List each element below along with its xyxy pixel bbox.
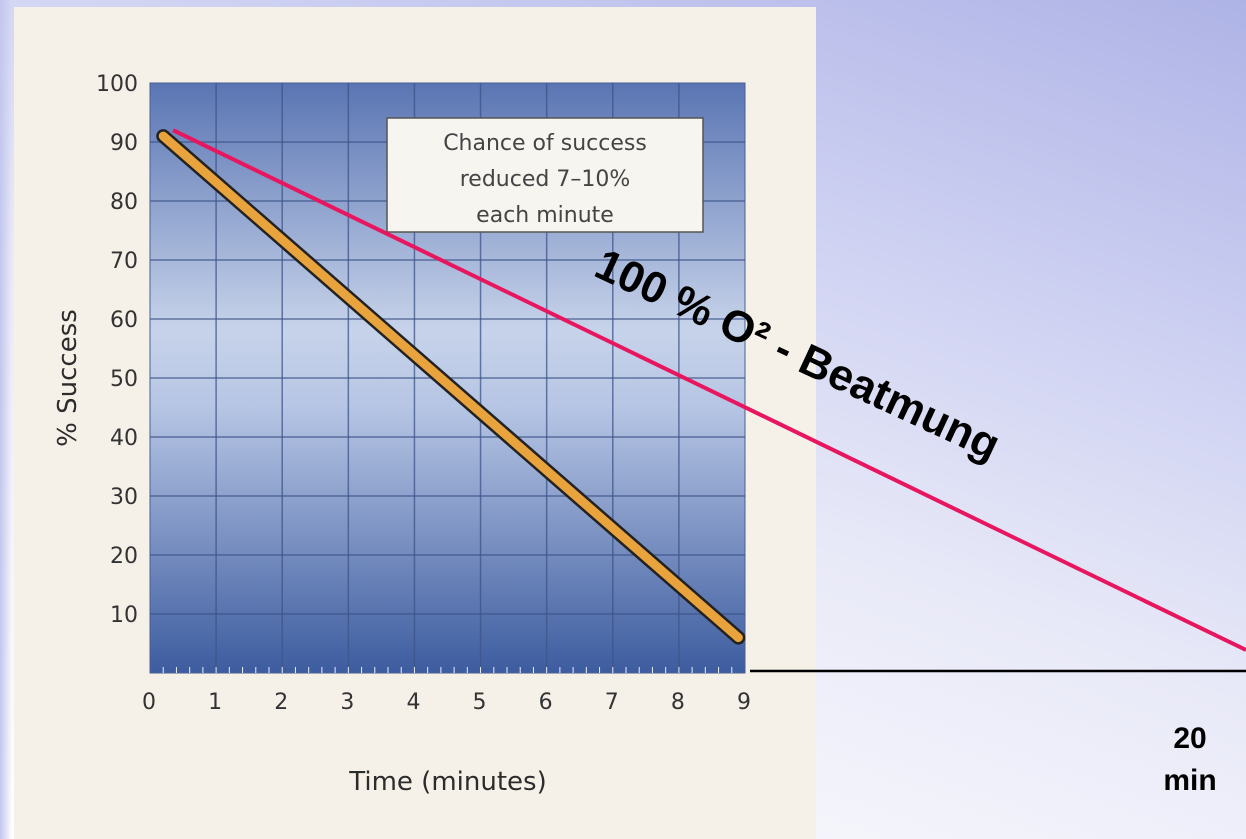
x-tick-labels: 0 1 2 3 4 5 6 7 8 9 — [142, 690, 751, 715]
extended-axis-end-value: 20 — [1173, 722, 1207, 755]
slide-edge-strip — [0, 0, 12, 839]
annotation-box: Chance of success reduced 7–10% each min… — [386, 117, 704, 233]
series-0-line — [158, 131, 743, 643]
y-tick-label-90: 90 — [110, 131, 138, 156]
annotation-line-3: each minute — [476, 203, 614, 228]
x-tick-label-4: 4 — [406, 690, 420, 715]
extended-axis-end-unit: min — [1163, 764, 1217, 797]
series-layer — [156, 129, 746, 645]
y-tick-label-40: 40 — [110, 426, 138, 451]
y-tick-label-50: 50 — [110, 367, 138, 392]
x-tick-label-8: 8 — [671, 690, 685, 715]
extended-axis-end-label: 20 min — [1140, 718, 1240, 802]
x-tick-label-9: 9 — [737, 690, 751, 715]
x-tick-label-0: 0 — [142, 690, 156, 715]
x-tick-label-5: 5 — [473, 690, 487, 715]
oxygen-ventilation-line — [172, 128, 1246, 652]
minor-ticks — [162, 667, 733, 673]
x-axis-title: Time (minutes) — [348, 767, 546, 797]
x-tick-label-7: 7 — [605, 690, 619, 715]
y-tick-label-70: 70 — [110, 249, 138, 274]
annotation-line-1: Chance of success — [443, 131, 647, 156]
y-tick-label-80: 80 — [110, 190, 138, 215]
annotation-box-frame — [386, 117, 704, 233]
x-tick-label-2: 2 — [274, 690, 288, 715]
x-tick-label-6: 6 — [539, 690, 553, 715]
y-tick-label-20: 20 — [110, 544, 138, 569]
y-tick-label-30: 30 — [110, 485, 138, 510]
y-tick-label-60: 60 — [110, 308, 138, 333]
x-tick-label-1: 1 — [208, 690, 222, 715]
annotation-line-2: reduced 7–10% — [460, 167, 631, 192]
y-tick-label-100: 100 — [96, 72, 138, 97]
y-axis-title: % Success — [53, 309, 83, 447]
y-tick-label-10: 10 — [110, 603, 138, 628]
y-tick-labels: 10 20 30 40 50 60 70 80 90 100 — [96, 72, 138, 628]
x-tick-label-3: 3 — [340, 690, 354, 715]
